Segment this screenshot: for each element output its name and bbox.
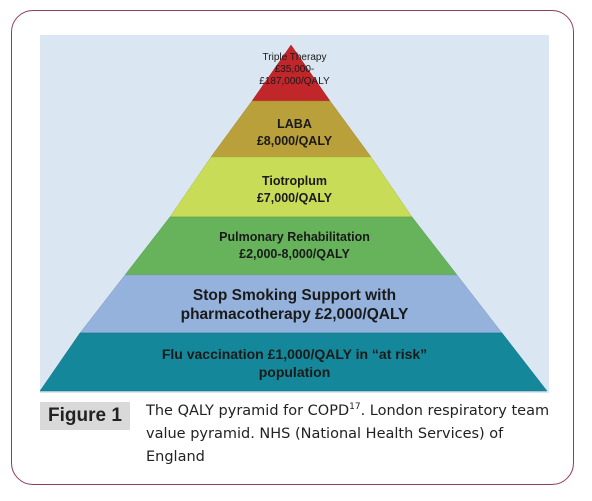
tier-line: £2,000-8,000/QALY <box>239 246 350 261</box>
tier-line: £8,000/QALY <box>256 133 333 148</box>
tier-line: LABA <box>277 117 312 131</box>
tier-label-pulmonary-rehabilitation: Pulmonary Rehabilitation £2,000-8,000/QA… <box>40 229 549 263</box>
tier-flu-vaccination <box>40 332 548 392</box>
caption-text-continued: . London respiratory team value pyramid.… <box>146 403 550 465</box>
figure-caption: The QALY pyramid for COPD17. London resp… <box>146 400 556 469</box>
tier-label-stop-smoking: Stop Smoking Support with pharmacotherap… <box>40 286 549 325</box>
tier-label-triple-therapy: Triple Therapy £35,000- £187,000/QALY <box>40 52 549 88</box>
tier-line: Pulmonary Rehabilitation <box>219 230 370 244</box>
tier-label-tiotropium: Tiotroplum £7,000/QALY <box>40 173 549 207</box>
tier-line: £187,000/QALY <box>259 76 330 87</box>
tier-line: Tiotroplum <box>261 174 328 188</box>
tier-line: pharmacotherapy £2,000/QALY <box>180 306 409 324</box>
caption-reference: 17 <box>349 402 361 413</box>
tier-line: Flu vaccination £1,000/QALY in “at risk” <box>161 346 428 362</box>
figure-label: Figure 1 <box>40 402 130 430</box>
tier-line: population <box>258 364 331 381</box>
tier-line: £35,000- <box>274 64 315 75</box>
tier-line: Triple Therapy <box>262 52 327 63</box>
tier-label-flu-vaccination: Flu vaccination £1,000/QALY in “at risk”… <box>40 345 549 381</box>
caption-text: The QALY pyramid for COPD <box>146 403 350 419</box>
tier-line: £7,000/QALY <box>256 190 333 205</box>
tier-line: Stop Smoking Support with <box>192 287 397 304</box>
tier-label-laba: LABA £8,000/QALY <box>40 116 549 150</box>
qaly-pyramid <box>40 44 548 392</box>
